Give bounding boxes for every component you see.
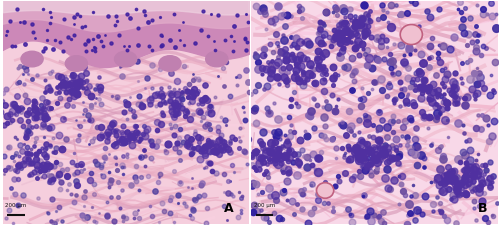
Ellipse shape [114,51,136,67]
Text: A: A [224,202,234,215]
Ellipse shape [66,56,88,71]
Circle shape [400,25,422,45]
Text: 200 µm: 200 µm [254,203,276,208]
Text: B: B [478,202,488,215]
Ellipse shape [21,51,43,67]
Ellipse shape [206,51,228,67]
Ellipse shape [159,56,181,71]
Text: 200 µm: 200 µm [6,203,26,208]
Circle shape [316,183,334,198]
